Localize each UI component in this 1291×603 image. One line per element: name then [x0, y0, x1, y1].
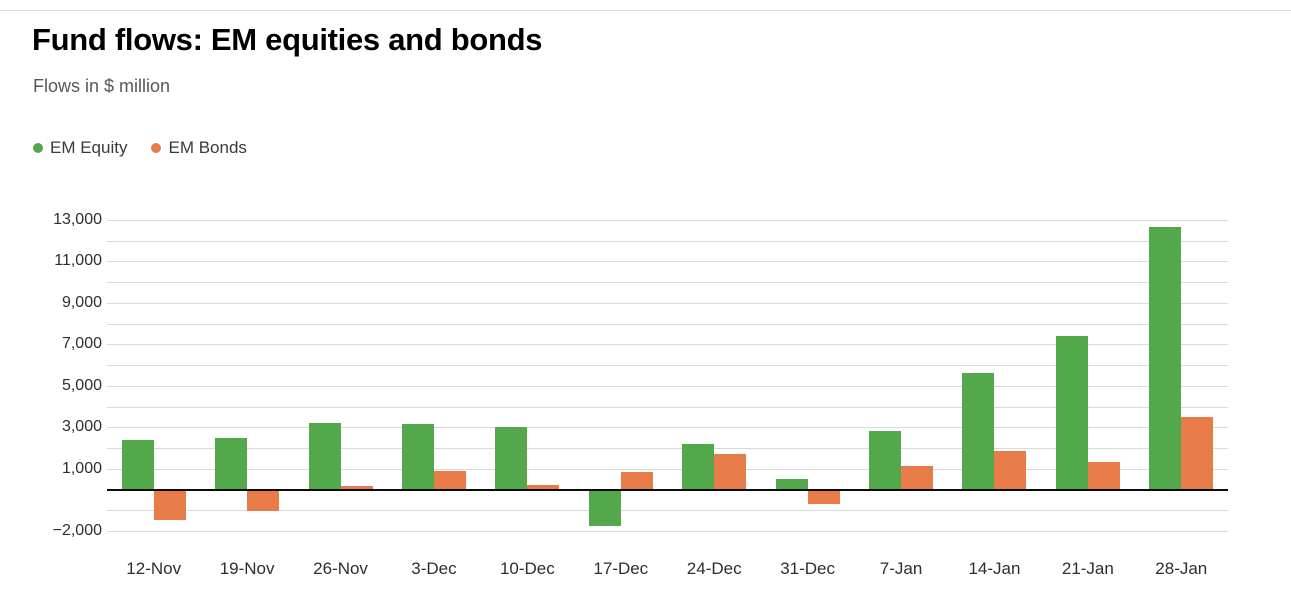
y-tick-label-13000: 13,000: [53, 211, 102, 228]
bar-em-equity-21-Jan: [1055, 336, 1088, 490]
chart-title: Fund flows: EM equities and bonds: [32, 22, 543, 57]
x-axis-labels: 12-Nov 19-Nov 26-Nov 3-Dec 10-Dec 17-Dec 24-De…: [107, 559, 1228, 583]
x-tick-label-31-Dec: 31-Dec: [780, 559, 836, 578]
bar-em-equity-12-Nov: [121, 439, 154, 490]
gridline-1000: [107, 468, 1228, 470]
gridline-13000: [107, 220, 1228, 221]
bar-em-bonds-26-Nov: [340, 486, 373, 490]
y-tick-label-11000: 11,000: [54, 252, 102, 270]
top-divider: [0, 10, 1291, 11]
x-tick-label-10-Dec: 10-Dec: [499, 559, 555, 578]
bar-em-equity-7-Jan: [869, 431, 902, 490]
bar-em-equity-24-Dec: [682, 443, 715, 490]
x-tick-label-26-Nov: 26-Nov: [313, 559, 368, 578]
gridline-7000: [107, 344, 1228, 346]
gridline-8000: [107, 323, 1228, 325]
bar-em-bonds-12-Nov: [153, 489, 186, 520]
zero-axis-line: [107, 488, 1228, 491]
x-tick-label-14-Jan: 14-Jan: [968, 559, 1021, 578]
x-tick-label-3-Dec: 3-Dec: [411, 559, 457, 578]
bar-em-bonds-3-Dec: [433, 470, 466, 490]
x-tick-label-24-Dec: 24-Dec: [686, 559, 742, 578]
em-bonds-dot-icon: [151, 143, 162, 153]
gridline-9000: [107, 302, 1228, 304]
gridline-2000: [107, 448, 1228, 450]
x-tick-label-19-Nov: 19-Nov: [219, 559, 275, 578]
chart-subtitle: Flows in $ million: [33, 76, 171, 96]
y-tick-label-1000: 1,000: [61, 459, 102, 477]
bar-em-equity-28-Jan: [1149, 227, 1182, 490]
gridline-10000: [107, 282, 1228, 284]
em-equity-dot-icon: [33, 143, 43, 153]
plot-area: [107, 220, 1228, 532]
bar-em-bonds-17-Dec: [620, 471, 653, 490]
y-tick-label-5000: 5,000: [61, 376, 102, 394]
bar-em-bonds-24-Dec: [714, 454, 747, 490]
legend-item-em-bonds: EM Bonds: [151, 138, 247, 158]
bar-em-bonds-31-Dec: [807, 489, 840, 505]
bar-em-equity-26-Nov: [308, 423, 341, 490]
x-tick-label-12-Nov: 12-Nov: [126, 559, 182, 578]
y-tick-label-7000: 7,000: [61, 335, 102, 353]
legend-item-em-equity: EM Equity: [33, 138, 127, 158]
legend: EM Equity EM Bonds: [33, 138, 247, 158]
legend-label-em-bonds: EM Bonds: [168, 138, 247, 157]
x-tick-label-7-Jan: 7-Jan: [879, 559, 923, 578]
bar-em-bonds-10-Dec: [527, 485, 560, 490]
legend-label-em-equity: EM Equity: [50, 138, 128, 157]
y-axis-labels: 13,000 11,000 9,000 7,000 5,000 3,000 1,000 −2,…: [18, 211, 102, 539]
bar-em-bonds-14-Jan: [994, 451, 1027, 490]
y-tick-label-3000: 3,000: [61, 418, 102, 436]
x-tick-label-28-Jan: 28-Jan: [1155, 559, 1208, 578]
bar-em-bonds-7-Jan: [901, 465, 934, 490]
gridline--2000: [107, 531, 1228, 532]
gridline-11000: [107, 261, 1228, 263]
gridline--1000: [107, 510, 1228, 512]
bar-em-equity-31-Dec: [775, 479, 808, 490]
bar-em-bonds-19-Nov: [247, 489, 280, 512]
y-tick-label--2000: −2,000: [52, 522, 102, 539]
x-tick-label-17-Dec: 17-Dec: [593, 559, 649, 578]
bar-em-bonds-21-Jan: [1087, 461, 1120, 490]
bar-em-equity-3-Dec: [401, 424, 434, 490]
gridline-4000: [107, 406, 1228, 408]
y-tick-label-9000: 9,000: [61, 293, 102, 311]
x-tick-label-21-Jan: 21-Jan: [1061, 559, 1114, 578]
gridline-5000: [107, 385, 1228, 387]
gridline-6000: [107, 365, 1228, 367]
bar-em-equity-19-Nov: [215, 437, 248, 490]
gridline-12000: [107, 240, 1228, 242]
bar-em-equity-10-Dec: [495, 427, 528, 490]
bar-em-equity-14-Jan: [962, 373, 995, 490]
gridline-3000: [107, 427, 1228, 429]
bar-em-equity-17-Dec: [588, 489, 621, 526]
bar-em-bonds-28-Jan: [1181, 416, 1214, 490]
